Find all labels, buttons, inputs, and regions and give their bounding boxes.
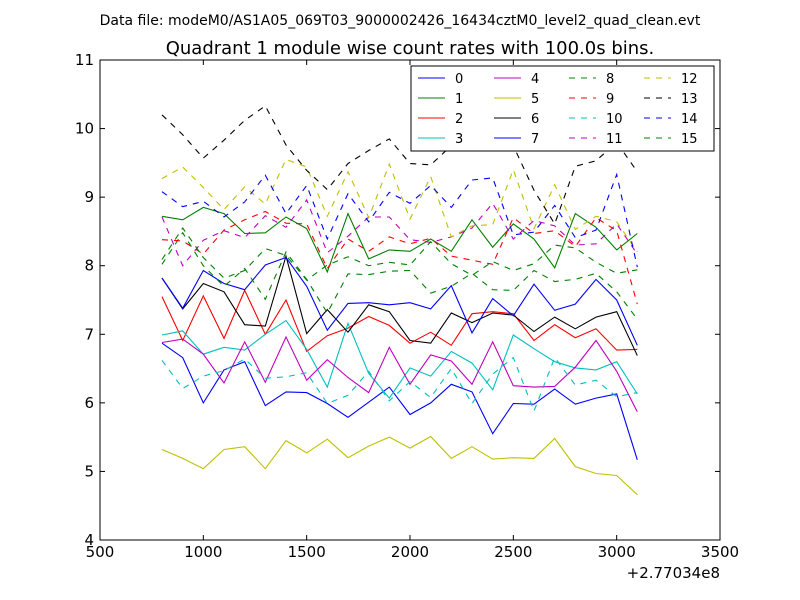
- chart-suptitle: Data file: modeM0/AS1A05_069T03_90000024…: [100, 13, 701, 29]
- series-line-15: [161, 227, 638, 281]
- legend-label-9: 9: [606, 92, 614, 107]
- legend-label-8: 8: [606, 72, 614, 87]
- y-tick-label: 11: [75, 51, 94, 69]
- legend-label-4: 4: [531, 72, 539, 87]
- legend-label-11: 11: [606, 132, 623, 147]
- series-line-2: [161, 289, 638, 353]
- legend-label-13: 13: [681, 92, 698, 107]
- legend-label-7: 7: [531, 132, 539, 147]
- series-line-0: [161, 342, 638, 460]
- x-tick-label: 3500: [701, 543, 739, 561]
- series-line-11: [161, 198, 638, 267]
- y-tick-label: 10: [75, 120, 94, 138]
- x-tick-label: 2000: [391, 543, 429, 561]
- x-tick-label: 3000: [598, 543, 636, 561]
- y-tick-label: 9: [84, 188, 94, 206]
- series-line-1: [161, 206, 638, 274]
- legend-box: [410, 65, 715, 152]
- x-tick-label: 2500: [494, 543, 532, 561]
- legend-label-6: 6: [531, 112, 539, 127]
- legend-label-3: 3: [455, 132, 463, 147]
- legend-label-5: 5: [531, 92, 539, 107]
- x-tick-label: 500: [86, 543, 115, 561]
- legend-label-12: 12: [681, 72, 698, 87]
- series-line-10: [161, 356, 638, 413]
- series-line-12: [161, 158, 638, 253]
- y-tick-label: 8: [84, 257, 94, 275]
- y-tick-label: 7: [84, 325, 94, 343]
- series-line-13: [161, 105, 638, 226]
- x-offset-label: +2.77034e8: [627, 564, 720, 582]
- legend-label-0: 0: [455, 72, 463, 87]
- y-tick-label: 4: [84, 531, 94, 549]
- legend-label-10: 10: [606, 112, 623, 127]
- legend-label-14: 14: [681, 112, 698, 127]
- legend-label-15: 15: [681, 132, 698, 147]
- series-layer: [161, 105, 638, 496]
- series-line-5: [161, 435, 638, 496]
- x-tick-label: 1000: [184, 543, 222, 561]
- chart-title: Quadrant 1 module wise count rates with …: [166, 38, 655, 59]
- y-tick-label: 5: [84, 462, 94, 480]
- series-line-6: [161, 254, 638, 356]
- legend-label-2: 2: [455, 112, 463, 127]
- series-line-7: [161, 256, 638, 346]
- series-line-8: [161, 231, 638, 320]
- series-line-9: [161, 210, 638, 305]
- legend-label-1: 1: [455, 92, 463, 107]
- x-tick-label: 1500: [288, 543, 326, 561]
- y-tick-label: 6: [84, 394, 94, 412]
- series-line-14: [161, 172, 638, 268]
- series-line-4: [161, 335, 638, 413]
